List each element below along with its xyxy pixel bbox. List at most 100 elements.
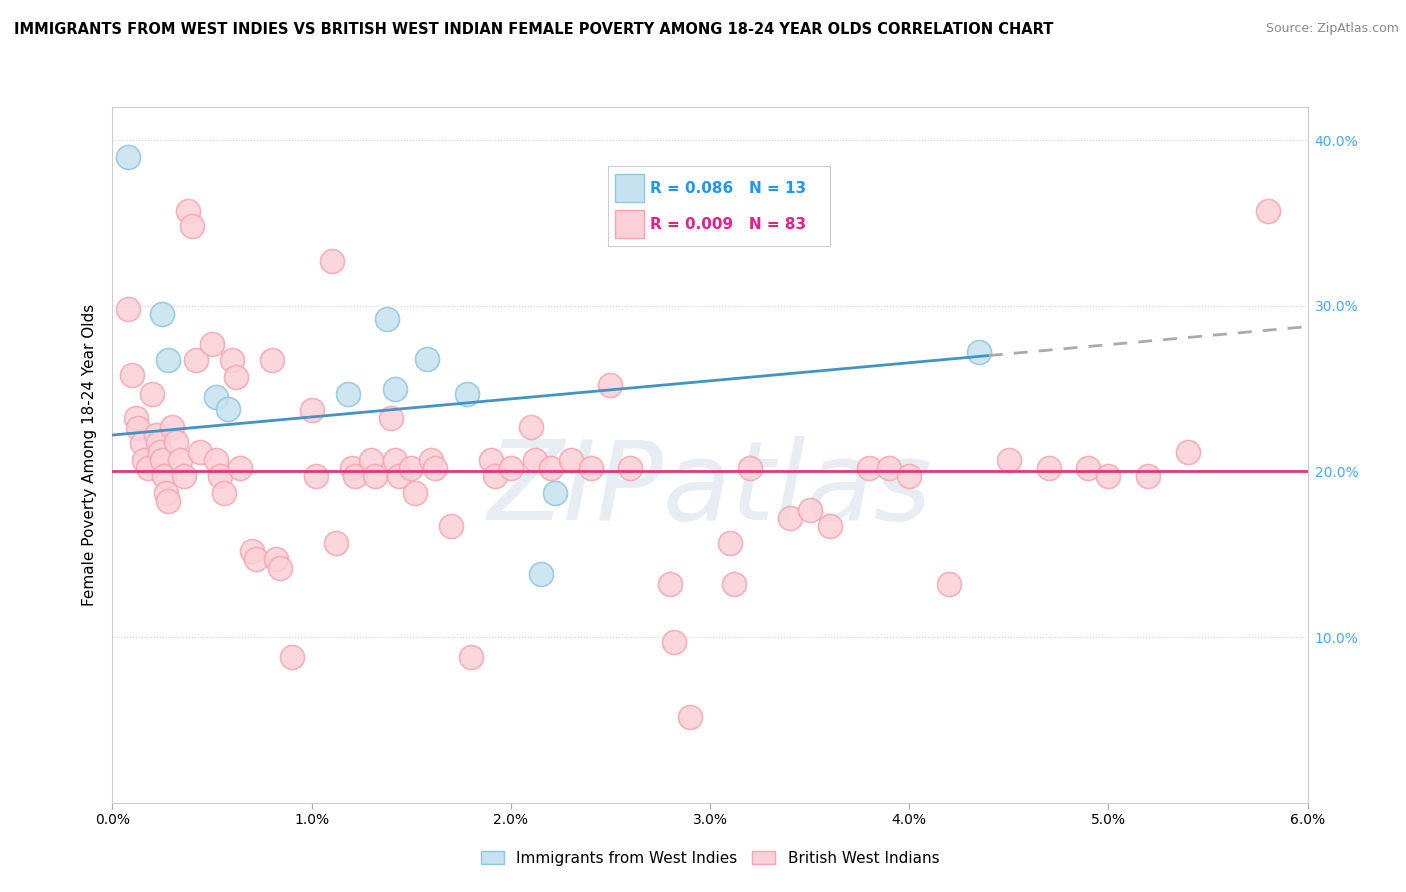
- Point: [360, 453, 382, 467]
- Point: [938, 577, 960, 591]
- Point: [188, 444, 211, 458]
- Point: [679, 709, 702, 723]
- Point: [173, 469, 195, 483]
- Point: [560, 453, 582, 467]
- Point: [305, 469, 328, 483]
- Point: [420, 453, 443, 467]
- Point: [898, 469, 921, 483]
- Point: [201, 337, 224, 351]
- Point: [530, 567, 553, 582]
- Point: [799, 502, 821, 516]
- Point: [269, 560, 291, 574]
- Text: Source: ZipAtlas.com: Source: ZipAtlas.com: [1265, 22, 1399, 36]
- Point: [1257, 204, 1279, 219]
- Point: [380, 411, 402, 425]
- Point: [1137, 469, 1160, 483]
- Point: [157, 494, 180, 508]
- Point: [117, 150, 139, 164]
- Point: [1077, 461, 1099, 475]
- Point: [340, 461, 363, 475]
- Point: [169, 453, 191, 467]
- Point: [998, 453, 1021, 467]
- Point: [456, 386, 478, 401]
- Point: [325, 535, 347, 549]
- Point: [1097, 469, 1119, 483]
- Text: R = 0.009   N = 83: R = 0.009 N = 83: [651, 217, 807, 232]
- Point: [127, 421, 149, 435]
- Point: [121, 368, 143, 383]
- Point: [664, 635, 686, 649]
- Point: [779, 511, 801, 525]
- Point: [858, 461, 880, 475]
- Y-axis label: Female Poverty Among 18-24 Year Olds: Female Poverty Among 18-24 Year Olds: [82, 304, 97, 606]
- Point: [205, 390, 228, 404]
- Point: [659, 577, 682, 591]
- Point: [479, 453, 502, 467]
- Point: [336, 386, 359, 401]
- Text: R = 0.086   N = 13: R = 0.086 N = 13: [651, 181, 807, 195]
- Point: [543, 486, 565, 500]
- Point: [217, 401, 239, 416]
- Bar: [614, 174, 644, 202]
- Point: [460, 650, 482, 665]
- Point: [388, 469, 411, 483]
- Point: [157, 353, 180, 368]
- Point: [523, 453, 546, 467]
- Point: [364, 469, 387, 483]
- Point: [150, 453, 173, 467]
- Point: [818, 519, 841, 533]
- Point: [117, 302, 139, 317]
- Point: [384, 382, 406, 396]
- Point: [245, 552, 267, 566]
- Point: [540, 461, 562, 475]
- Point: [225, 370, 247, 384]
- Point: [321, 254, 343, 268]
- Point: [260, 353, 283, 368]
- Legend: Immigrants from West Indies, British West Indians: Immigrants from West Indies, British Wes…: [475, 845, 945, 871]
- Point: [281, 650, 304, 665]
- Point: [619, 461, 641, 475]
- Point: [877, 461, 901, 475]
- Point: [141, 386, 163, 401]
- Point: [404, 486, 426, 500]
- Point: [221, 353, 243, 368]
- Point: [148, 436, 170, 450]
- Point: [181, 219, 204, 234]
- Point: [718, 535, 741, 549]
- Point: [150, 307, 173, 321]
- Point: [344, 469, 367, 483]
- Point: [186, 353, 208, 368]
- Point: [738, 461, 761, 475]
- Point: [209, 469, 232, 483]
- Point: [138, 461, 160, 475]
- Point: [377, 312, 399, 326]
- Point: [401, 461, 423, 475]
- Point: [1038, 461, 1060, 475]
- Point: [301, 403, 323, 417]
- Point: [440, 519, 463, 533]
- Point: [599, 378, 621, 392]
- Point: [520, 419, 543, 434]
- Point: [579, 461, 602, 475]
- Point: [264, 552, 287, 566]
- Point: [131, 436, 153, 450]
- Point: [134, 453, 156, 467]
- Point: [416, 351, 439, 366]
- Point: [162, 419, 183, 434]
- Point: [149, 444, 172, 458]
- Point: [1177, 444, 1199, 458]
- Point: [205, 453, 228, 467]
- Point: [145, 428, 167, 442]
- Point: [229, 461, 252, 475]
- Point: [165, 434, 187, 449]
- Point: [723, 577, 745, 591]
- Bar: [614, 211, 644, 238]
- Point: [384, 453, 406, 467]
- Point: [125, 411, 148, 425]
- Point: [155, 486, 177, 500]
- Point: [212, 486, 235, 500]
- Point: [967, 345, 990, 359]
- Text: ZIPatlas: ZIPatlas: [488, 436, 932, 543]
- Point: [484, 469, 506, 483]
- Point: [153, 469, 176, 483]
